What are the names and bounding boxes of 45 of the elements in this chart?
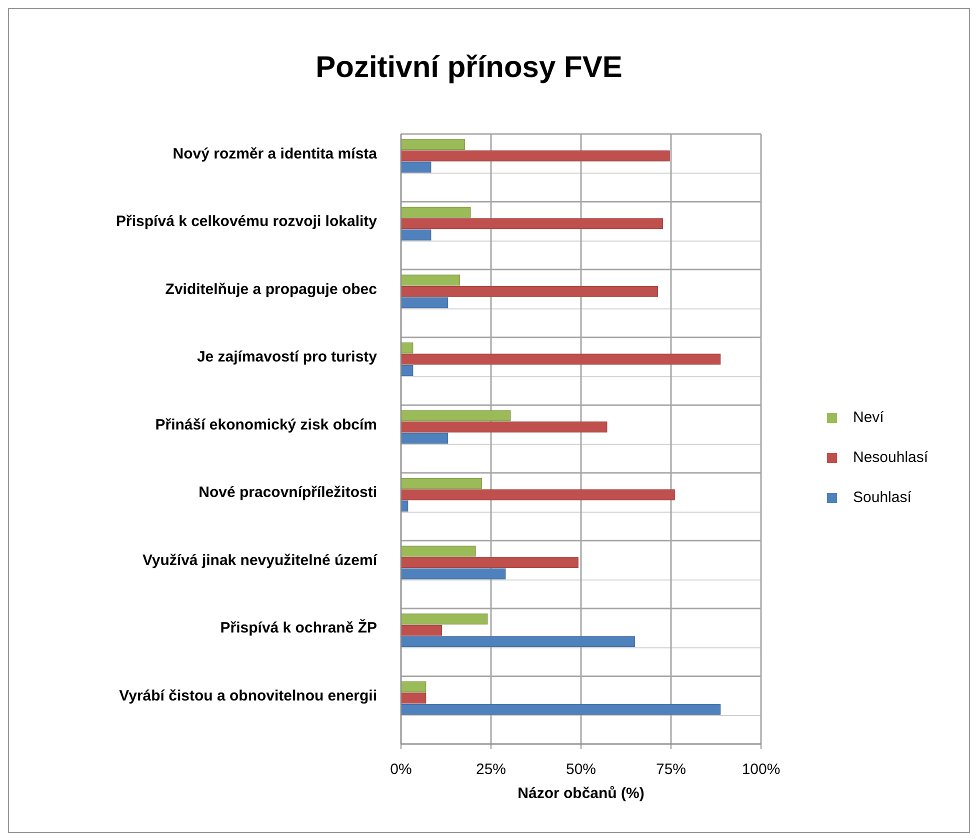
bar xyxy=(400,546,476,557)
bar xyxy=(400,422,608,432)
bar xyxy=(400,150,670,162)
legend-label: Neví xyxy=(853,408,885,426)
x-tick-label: 0% xyxy=(390,761,412,778)
bar xyxy=(400,489,675,500)
bar xyxy=(400,636,635,648)
x-tick-label: 75% xyxy=(656,761,686,778)
y-tick-label: Přispívá k ochraně ŽP xyxy=(220,618,377,637)
legend-label: Souhlasí xyxy=(853,488,912,506)
bar xyxy=(400,704,721,715)
y-tick-label: Využívá jinak nevyužitelné území xyxy=(142,552,378,569)
x-axis-title: Názor občanů (%) xyxy=(518,785,644,802)
bar xyxy=(400,139,466,150)
bar xyxy=(400,692,426,704)
bar xyxy=(400,478,482,489)
bar xyxy=(400,614,488,624)
bar xyxy=(400,229,432,240)
bar xyxy=(400,557,578,568)
y-tick-label: Vyrábí čistou a obnovitelnou energii xyxy=(119,688,377,705)
y-tick-label: Zviditelňuje a propaguje obec xyxy=(165,280,377,298)
x-tick-label: 100% xyxy=(742,761,780,778)
bar xyxy=(400,286,658,297)
y-tick-label: Nový rozměr a identita místa xyxy=(172,145,378,162)
x-tick-label: 50% xyxy=(566,761,596,778)
bar xyxy=(400,206,471,218)
bar xyxy=(400,432,448,444)
x-tick-label: 25% xyxy=(476,761,506,778)
bar xyxy=(400,297,448,308)
bar xyxy=(400,568,506,580)
bar xyxy=(400,354,721,365)
y-tick-label: Přináší ekonomický zisk obcím xyxy=(155,416,377,434)
y-tick-label: Nové pracovnípříležitosti xyxy=(198,484,377,502)
bar xyxy=(400,162,432,173)
chart-title: Pozitivní přínosy FVE xyxy=(316,51,622,84)
bar xyxy=(400,274,460,286)
bar xyxy=(400,218,664,230)
y-tick-label: Je zajímavostí pro turisty xyxy=(196,348,378,366)
bar xyxy=(400,624,442,636)
bar xyxy=(400,681,426,692)
bar xyxy=(400,342,414,354)
bar xyxy=(400,365,414,376)
legend-label: Nesouhlasí xyxy=(853,448,929,466)
y-tick-label: Přispívá k celkovému rozvoji lokality xyxy=(116,213,378,230)
bar xyxy=(400,410,511,422)
